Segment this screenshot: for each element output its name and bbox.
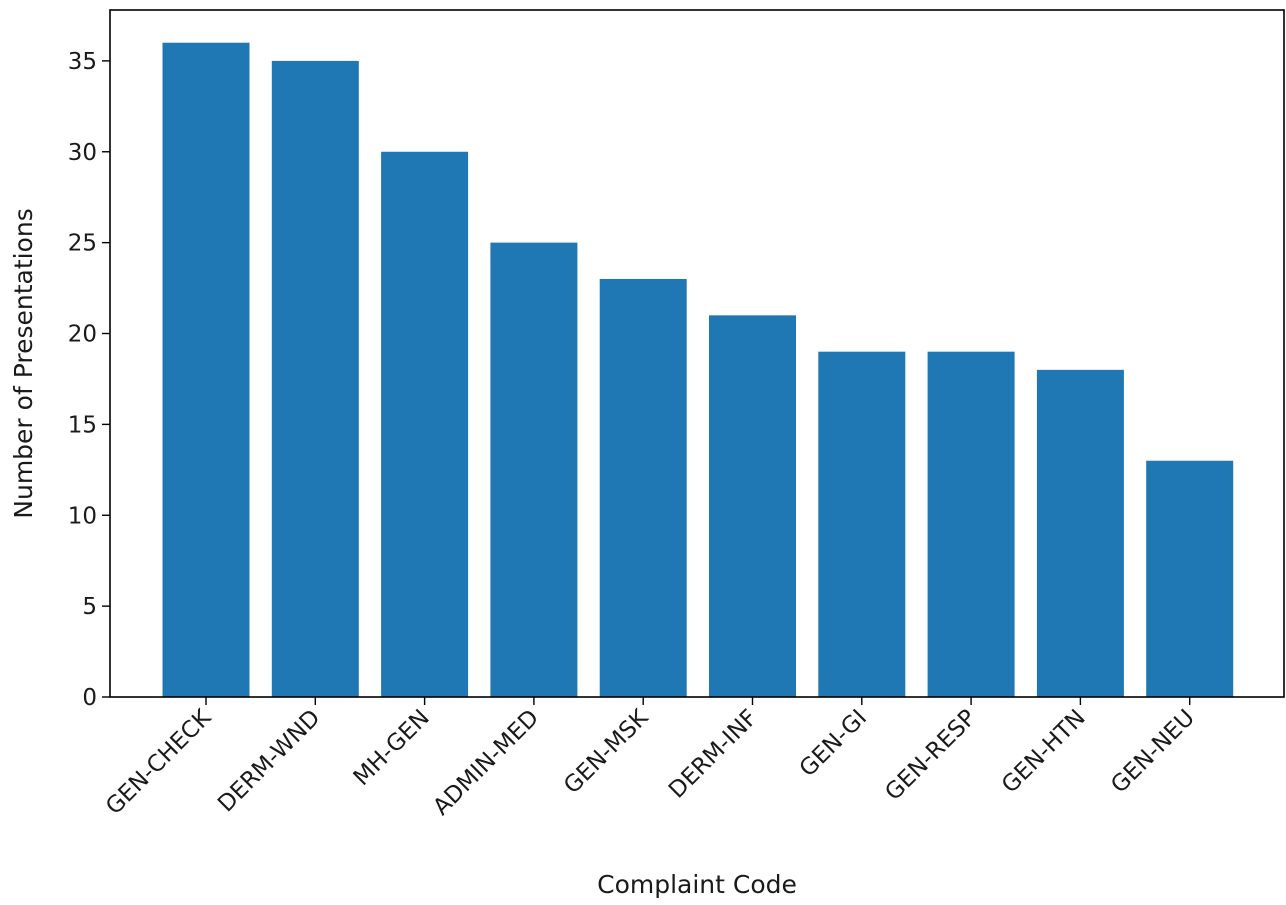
bar-derm-inf [709,315,796,697]
y-tick-label: 10 [68,503,97,529]
bar-gen-check [162,42,250,697]
bar-derm-wnd [271,60,359,697]
bars-layer [162,42,1234,697]
y-axis-title: Number of Presentations [9,208,38,518]
y-axis: 0 5 10 15 20 25 30 35 [68,49,110,711]
x-tick-label: MH-GEN [349,705,435,791]
y-tick-label: 0 [82,685,97,711]
y-tick-label: 25 [68,231,97,257]
x-tick-label: GEN-NEU [1106,705,1200,799]
x-tick-label: DERM-WND [213,705,325,817]
y-tick-label: 15 [68,412,97,438]
plot-frame [109,9,1285,698]
x-tick-label: GEN-CHECK [101,704,217,820]
bar-gen-msk [599,278,687,697]
y-tick-label: 30 [68,140,97,166]
x-tick-label: ADMIN-MED [428,705,544,821]
x-tick-label: GEN-RESP [880,705,981,806]
x-tick-label: GEN-HTN [997,705,1091,799]
x-tick-label: GEN-MSK [559,704,654,799]
bar-gen-resp [927,351,1015,697]
y-tick-label: 5 [82,594,97,620]
bar-gen-neu [1146,460,1234,697]
x-axis-title: Complaint Code [597,870,797,899]
y-tick-label: 35 [68,49,97,75]
x-tick-label: DERM-INF [664,705,763,804]
bar-gen-gi [818,351,906,697]
bar-gen-htn [1036,369,1124,697]
x-tick-label: GEN-GI [795,705,872,782]
bar-mh-gen [381,151,469,697]
y-tick-label: 20 [68,322,97,348]
bar-admin-med [490,242,578,697]
